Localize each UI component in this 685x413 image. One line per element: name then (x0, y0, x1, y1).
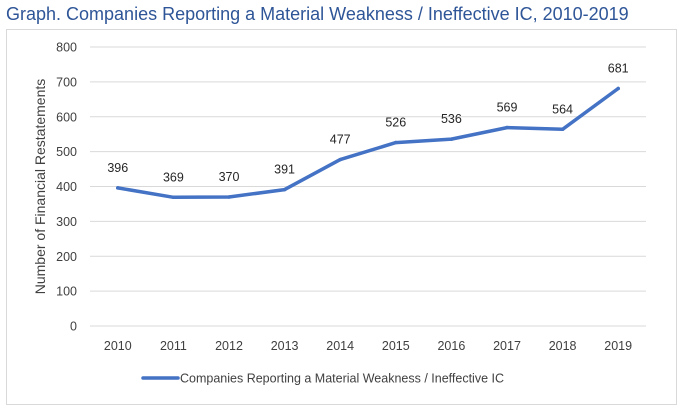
x-tick-label: 2017 (493, 339, 521, 353)
data-label: 370 (219, 170, 240, 184)
data-label: 477 (330, 133, 351, 147)
data-label: 369 (163, 170, 184, 184)
y-tick-label: 300 (56, 215, 77, 229)
y-tick-label: 400 (56, 180, 77, 194)
y-tick-label: 0 (70, 320, 77, 334)
data-label: 569 (497, 101, 518, 115)
x-tick-label: 2019 (604, 339, 632, 353)
data-label: 564 (552, 102, 573, 116)
page-title: Graph. Companies Reporting a Material We… (6, 4, 629, 24)
y-tick-label: 700 (56, 75, 77, 89)
data-label: 536 (441, 112, 462, 126)
legend[interactable]: Companies Reporting a Material Weakness … (141, 372, 504, 386)
y-axis-ticks: 0 100 200 300 400 500 600 700 800 (56, 41, 77, 334)
data-label: 526 (385, 116, 406, 130)
data-point[interactable] (560, 127, 565, 132)
data-labels: 396 369 370 391 477 526 536 569 564 681 (107, 62, 628, 185)
gridlines (90, 46, 646, 327)
x-tick-label: 2018 (549, 339, 577, 353)
x-tick-label: 2012 (215, 339, 243, 353)
y-tick-label: 600 (56, 110, 77, 124)
data-point[interactable] (116, 186, 120, 190)
x-axis-ticks: 2010 2011 2012 2013 2014 2015 2016 2017 2018 2019 (104, 339, 632, 353)
y-tick-label: 800 (56, 41, 77, 55)
data-point[interactable] (394, 140, 398, 145)
data-point[interactable] (227, 195, 231, 199)
data-label: 681 (608, 62, 629, 76)
x-tick-label: 2016 (437, 339, 465, 353)
data-point[interactable] (282, 187, 287, 192)
data-point[interactable] (449, 137, 454, 141)
x-tick-label: 2014 (326, 339, 354, 353)
x-tick-label: 2011 (160, 339, 187, 353)
y-axis-title: Number of Financial Restatements (32, 79, 48, 295)
data-point[interactable] (616, 86, 620, 91)
y-tick-label: 200 (56, 250, 77, 264)
data-point[interactable] (505, 125, 509, 130)
y-tick-label: 500 (56, 145, 77, 159)
data-label: 391 (274, 163, 295, 177)
x-tick-label: 2013 (271, 339, 299, 353)
x-tick-label: 2015 (382, 339, 410, 353)
chart-frame (6, 29, 677, 405)
y-tick-label: 100 (56, 285, 77, 299)
data-point[interactable] (171, 195, 176, 200)
legend-label: Companies Reporting a Material Weakness … (180, 372, 504, 386)
data-label: 396 (107, 161, 128, 175)
series-line[interactable] (116, 86, 620, 200)
x-tick-label: 2010 (104, 339, 132, 353)
series-layer (116, 86, 620, 200)
data-point[interactable] (338, 157, 342, 162)
